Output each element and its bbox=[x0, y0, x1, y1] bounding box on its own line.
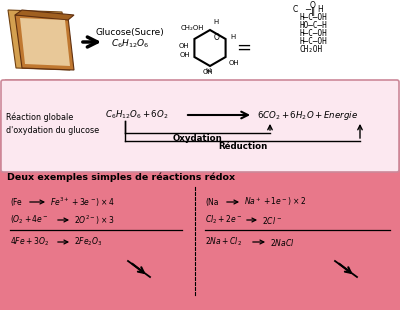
FancyBboxPatch shape bbox=[1, 80, 399, 172]
Text: $2O^{2-}) \times 3$: $2O^{2-}) \times 3$ bbox=[74, 213, 114, 227]
Text: Réduction: Réduction bbox=[218, 142, 267, 151]
Text: O: O bbox=[310, 1, 316, 10]
Text: OH: OH bbox=[179, 43, 190, 49]
Text: =: = bbox=[236, 39, 252, 57]
Text: H─C─OH: H─C─OH bbox=[299, 14, 327, 23]
Polygon shape bbox=[194, 30, 226, 66]
Text: $Fe^{3+} + 3e^-) \times 4$: $Fe^{3+} + 3e^-) \times 4$ bbox=[50, 195, 114, 209]
Text: $4Fe + 3O_2$: $4Fe + 3O_2$ bbox=[10, 236, 49, 248]
Text: O: O bbox=[214, 33, 220, 42]
Text: $2NaCl$: $2NaCl$ bbox=[270, 237, 295, 247]
Text: $\|$: $\|$ bbox=[310, 6, 316, 19]
Text: (Na: (Na bbox=[205, 197, 218, 206]
Text: Réaction globale
d'oxydation du glucose: Réaction globale d'oxydation du glucose bbox=[6, 113, 99, 135]
Polygon shape bbox=[20, 18, 70, 66]
Text: $2Cl^-$: $2Cl^-$ bbox=[262, 215, 282, 225]
Text: OH: OH bbox=[203, 69, 213, 75]
Text: H: H bbox=[230, 34, 236, 40]
Text: $C_6H_{12}O_6$: $C_6H_{12}O_6$ bbox=[111, 38, 149, 50]
Text: $Cl_2 + 2e^-$: $Cl_2 + 2e^-$ bbox=[205, 214, 242, 226]
FancyBboxPatch shape bbox=[0, 110, 400, 310]
Text: ─: ─ bbox=[306, 5, 310, 14]
Text: HO─C─H: HO─C─H bbox=[299, 21, 327, 30]
Text: H: H bbox=[205, 68, 211, 74]
Text: H─C─OH: H─C─OH bbox=[299, 38, 327, 46]
Text: $2Fe_2O_3$: $2Fe_2O_3$ bbox=[74, 236, 102, 248]
Text: OH: OH bbox=[228, 60, 239, 66]
Text: Glucose(Sucre): Glucose(Sucre) bbox=[96, 29, 164, 38]
Text: OH: OH bbox=[180, 52, 190, 58]
Text: $(O_2 + 4e^-$: $(O_2 + 4e^-$ bbox=[10, 214, 49, 226]
Text: (Fe: (Fe bbox=[10, 197, 22, 206]
Text: H─C─OH: H─C─OH bbox=[299, 29, 327, 38]
Text: Oxydation: Oxydation bbox=[173, 134, 222, 143]
Text: $6CO_2 + 6H_2O + Energie$: $6CO_2 + 6H_2O + Energie$ bbox=[257, 108, 358, 122]
Polygon shape bbox=[15, 15, 74, 70]
Text: $Na^+ + 1e^-) \times 2$: $Na^+ + 1e^-) \times 2$ bbox=[244, 196, 306, 208]
Text: C: C bbox=[292, 5, 298, 14]
FancyBboxPatch shape bbox=[0, 0, 400, 115]
Text: $C_6H_{12}O_6 + 6O_2$: $C_6H_{12}O_6 + 6O_2$ bbox=[105, 109, 168, 121]
Polygon shape bbox=[8, 10, 70, 70]
Text: CH₂OH: CH₂OH bbox=[299, 46, 322, 55]
Text: H: H bbox=[213, 19, 218, 25]
Polygon shape bbox=[15, 10, 74, 20]
Text: H: H bbox=[317, 5, 323, 14]
Text: Deux exemples simples de réactions rédox: Deux exemples simples de réactions rédox bbox=[7, 172, 235, 182]
Text: CH₂OH: CH₂OH bbox=[181, 25, 204, 31]
Polygon shape bbox=[5, 80, 68, 95]
Text: $2Na + Cl_2$: $2Na + Cl_2$ bbox=[205, 236, 242, 248]
